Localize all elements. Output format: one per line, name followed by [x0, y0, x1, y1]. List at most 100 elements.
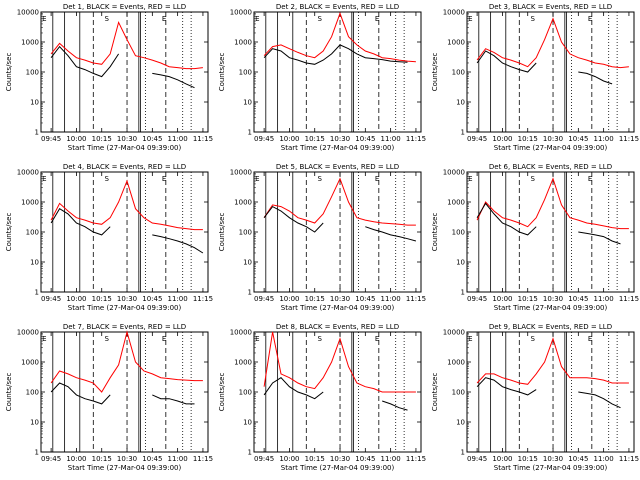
chart-panel-4: Det 4, BLACK = Events, RED = LLD 1 10 100 10…	[5, 163, 213, 312]
x-axis-label: Start Time (27-Mar-04 09:39:00)	[68, 304, 182, 312]
series-line-lld	[476, 337, 629, 385]
y-tick-label: 10	[456, 259, 465, 267]
chart-panel-8: Det 8, BLACK = Events, RED = LLD 1 10 100 10…	[218, 323, 426, 472]
x-tick-label: 10:45	[355, 455, 375, 463]
chart-title: Det 3, BLACK = Events, RED = LLD	[489, 3, 612, 11]
x-tick-label: 10:30	[117, 135, 137, 143]
y-tick-label: 10000	[230, 9, 252, 17]
region-letter: S	[105, 175, 110, 183]
y-tick-label: 1	[461, 449, 465, 457]
y-axis-label: Counts/sec	[5, 53, 13, 92]
series-line-events	[263, 44, 408, 65]
x-tick-label: 11:00	[168, 295, 188, 303]
y-tick-label: 1	[248, 129, 252, 137]
x-tick-label: 10:15	[518, 455, 538, 463]
x-tick-label: 11:15	[406, 455, 426, 463]
x-tick-label: 10:00	[66, 295, 86, 303]
chart-title: Det 5, BLACK = Events, RED = LLD	[276, 163, 399, 171]
y-tick-label: 100	[452, 389, 465, 397]
x-tick-label: 09:45	[41, 455, 61, 463]
x-tick-label: 10:45	[355, 135, 375, 143]
region-letter: E	[162, 335, 166, 343]
y-tick-label: 100	[26, 69, 39, 77]
region-letter: S	[531, 175, 536, 183]
y-tick-label: 1000	[234, 199, 252, 207]
region-letter: E	[468, 175, 472, 183]
series-line-lld	[50, 179, 203, 231]
x-tick-label: 10:45	[142, 135, 162, 143]
x-tick-label: 10:00	[492, 455, 512, 463]
region-letter: E	[162, 15, 166, 23]
y-tick-label: 10000	[443, 9, 465, 17]
y-tick-label: 10	[243, 259, 252, 267]
x-tick-label: 11:00	[168, 455, 188, 463]
chart-title: Det 6, BLACK = Events, RED = LLD	[489, 163, 612, 171]
x-tick-label: 11:15	[193, 135, 213, 143]
x-tick-label: 11:00	[381, 295, 401, 303]
series-line-lld	[263, 11, 416, 63]
x-tick-label: 09:45	[254, 455, 274, 463]
chart-title: Det 7, BLACK = Events, RED = LLD	[63, 323, 186, 331]
x-tick-label: 10:15	[518, 295, 538, 303]
chart-title: Det 8, BLACK = Events, RED = LLD	[276, 323, 399, 331]
series-line-lld	[476, 177, 629, 230]
x-tick-label: 10:30	[543, 135, 563, 143]
series-line-events	[50, 45, 195, 89]
series-line-lld	[50, 330, 203, 393]
y-tick-label: 1000	[234, 359, 252, 367]
chart-panel-6: Det 6, BLACK = Events, RED = LLD 1 10 100 10…	[431, 163, 639, 312]
y-axis-label: Counts/sec	[5, 213, 13, 252]
x-tick-label: 09:45	[41, 135, 61, 143]
chart-panel-1: Det 1, BLACK = Events, RED = LLD 1 10 100 10…	[5, 3, 213, 152]
x-axis-label: Start Time (27-Mar-04 09:39:00)	[281, 464, 395, 472]
x-tick-label: 11:15	[619, 295, 639, 303]
x-tick-label: 10:00	[279, 135, 299, 143]
series-line-events	[476, 377, 621, 409]
y-tick-label: 10	[456, 419, 465, 427]
y-tick-label: 1000	[21, 199, 39, 207]
y-tick-label: 1000	[447, 199, 465, 207]
chart-panel-7: Det 7, BLACK = Events, RED = LLD 1 10 100 10…	[5, 323, 213, 472]
series-line-lld	[263, 331, 416, 393]
x-tick-label: 10:15	[92, 295, 112, 303]
series-line-events	[476, 50, 613, 85]
x-tick-label: 10:30	[330, 295, 350, 303]
x-tick-label: 10:45	[142, 455, 162, 463]
chart-panel-5: Det 5, BLACK = Events, RED = LLD 1 10 100 10…	[218, 163, 426, 312]
region-letter: E	[375, 15, 379, 23]
y-tick-label: 100	[26, 389, 39, 397]
x-tick-label: 11:00	[594, 295, 614, 303]
y-tick-label: 10000	[230, 329, 252, 337]
chart-title: Det 9, BLACK = Events, RED = LLD	[489, 323, 612, 331]
x-tick-label: 10:45	[568, 455, 588, 463]
y-tick-label: 1000	[21, 359, 39, 367]
region-letter: E	[42, 335, 46, 343]
x-tick-label: 09:45	[467, 135, 487, 143]
region-letter: S	[105, 335, 110, 343]
x-tick-label: 10:30	[543, 295, 563, 303]
x-tick-label: 10:15	[305, 295, 325, 303]
x-tick-label: 11:00	[168, 135, 188, 143]
x-tick-label: 11:00	[381, 135, 401, 143]
region-letter: S	[318, 175, 323, 183]
y-tick-label: 100	[452, 229, 465, 237]
y-tick-label: 10	[456, 99, 465, 107]
x-tick-label: 10:00	[279, 455, 299, 463]
x-tick-label: 10:00	[66, 455, 86, 463]
y-tick-label: 10	[30, 259, 39, 267]
x-tick-label: 10:45	[568, 135, 588, 143]
region-letter: E	[42, 175, 46, 183]
region-letter: E	[255, 335, 259, 343]
y-tick-label: 10000	[443, 329, 465, 337]
series-line-events	[263, 377, 408, 411]
y-tick-label: 10	[30, 419, 39, 427]
x-tick-label: 09:45	[467, 295, 487, 303]
y-tick-label: 100	[239, 229, 252, 237]
x-tick-label: 10:00	[492, 295, 512, 303]
y-tick-label: 1	[248, 289, 252, 297]
region-letter: S	[318, 15, 323, 23]
x-tick-label: 11:15	[619, 455, 639, 463]
y-tick-label: 10000	[17, 9, 39, 17]
y-tick-label: 1000	[447, 359, 465, 367]
y-tick-label: 100	[452, 69, 465, 77]
